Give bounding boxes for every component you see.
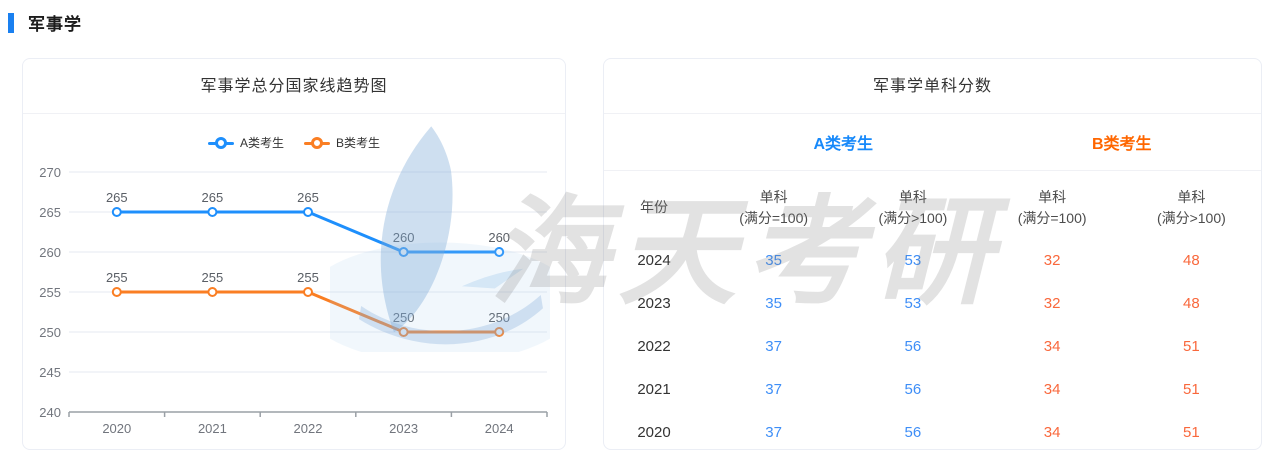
trend-chart: A类考生 B类考生 240 245 250 255 260 265 270 2020 2021 20… — [23, 114, 565, 449]
group-header-a: A类考生 — [704, 114, 983, 171]
score-table-panel: 军事学单科分数 A类考生 B类考生 年份 单科 (满分=100) 单科 (满分>100… — [603, 58, 1262, 450]
legend-item-a[interactable]: A类考生 — [207, 134, 284, 151]
y-axis-tick-label: 260 — [39, 245, 61, 260]
column-header-subject: 单科 (满分=100) — [739, 188, 809, 226]
table-row: 2021 37 56 34 51 — [604, 368, 1261, 411]
data-label: 260 — [488, 230, 510, 245]
score-cell: 34 — [1043, 337, 1061, 355]
score-cell: 51 — [1183, 423, 1200, 441]
content-panels: 军事学总分国家线趋势图 A类考生 B类考生 240 245 250 255 260 265 2… — [22, 58, 1262, 450]
legend-label: A类考生 — [239, 136, 284, 150]
data-label: 250 — [393, 310, 415, 325]
data-label: 265 — [106, 190, 128, 205]
score-cell: 56 — [904, 337, 922, 355]
data-point — [207, 287, 218, 297]
column-header-row: 年份 单科 (满分=100) 单科 (满分>100) 单科 (满分=100) 单科 (满分>1… — [604, 170, 1261, 239]
y-axis-tick-label: 245 — [39, 365, 61, 380]
score-cell: 37 — [765, 380, 782, 398]
legend-item-b[interactable]: B类考生 — [304, 134, 380, 151]
table-row: 2020 37 56 34 51 — [604, 411, 1261, 450]
data-point — [303, 207, 313, 217]
legend-line-marker-icon — [207, 136, 234, 149]
year-cell: 2023 — [637, 294, 671, 312]
score-cell: 35 — [765, 251, 782, 269]
score-cell: 37 — [765, 423, 782, 441]
data-label: 260 — [393, 230, 415, 245]
score-cell: 32 — [1043, 294, 1061, 312]
legend-line-marker-icon — [304, 136, 330, 149]
table-row: 2023 35 53 32 48 — [604, 282, 1261, 325]
data-label: 255 — [106, 270, 128, 285]
table-row: 2022 37 56 34 51 — [604, 325, 1261, 368]
trend-line-chart: 240 245 250 255 260 265 270 2020 2021 2022 2023 202… — [39, 165, 548, 436]
year-cell: 2022 — [637, 337, 671, 355]
year-cell: 2024 — [637, 251, 671, 269]
x-axis-tick-label: 2020 — [102, 421, 131, 436]
data-point — [303, 287, 313, 297]
score-cell: 32 — [1043, 251, 1061, 269]
group-header-row: A类考生 B类考生 — [604, 114, 1261, 171]
data-point — [494, 247, 505, 257]
score-cell: 56 — [904, 423, 922, 441]
x-axis-tick-label: 2021 — [198, 421, 227, 436]
column-header-subject: 单科 (满分>100) — [1156, 188, 1226, 226]
y-axis-tick-label: 240 — [39, 405, 61, 420]
column-header-subject: 单科 (满分=100) — [1017, 188, 1087, 226]
section-marker — [8, 12, 14, 33]
y-axis-tick-label: 270 — [39, 165, 61, 180]
data-label: 250 — [488, 310, 510, 325]
trend-chart-panel: 军事学总分国家线趋势图 A类考生 B类考生 240 245 250 255 260 265 2… — [22, 58, 566, 450]
score-cell: 51 — [1183, 337, 1200, 355]
page-header: 军事学 — [8, 10, 82, 35]
score-table: A类考生 B类考生 年份 单科 (满分=100) 单科 (满分>100) 单科 (满分=1… — [604, 114, 1261, 450]
series-line — [115, 290, 501, 334]
page-title: 军事学 — [28, 15, 82, 34]
score-cell: 56 — [904, 380, 922, 398]
score-cell: 35 — [765, 294, 782, 312]
x-axis-tick-label: 2022 — [294, 421, 323, 436]
data-point — [398, 327, 409, 337]
data-label: 265 — [297, 190, 319, 205]
group-header-b: B类考生 — [982, 114, 1261, 171]
data-label: 265 — [202, 190, 224, 205]
score-cell: 34 — [1043, 423, 1061, 441]
table-row: 2024 35 53 32 48 — [604, 239, 1261, 282]
score-cell: 53 — [904, 251, 922, 269]
score-cell: 37 — [765, 337, 782, 355]
data-point — [111, 207, 122, 217]
column-header-subject: 单科 (满分>100) — [878, 188, 948, 226]
x-axis-tick-label: 2024 — [485, 421, 514, 436]
score-cell: 48 — [1183, 251, 1200, 269]
x-axis-tick-label: 2023 — [389, 421, 418, 436]
data-point — [494, 327, 505, 337]
score-cell: 53 — [904, 294, 922, 312]
score-cell: 48 — [1183, 294, 1200, 312]
score-cell: 34 — [1043, 380, 1061, 398]
data-point — [207, 207, 218, 217]
trend-chart-title: 军事学总分国家线趋势图 — [23, 59, 565, 114]
legend-label: B类考生 — [336, 136, 381, 150]
group-header-spacer — [604, 114, 704, 171]
data-point — [398, 247, 409, 257]
data-label: 255 — [202, 270, 224, 285]
data-label: 255 — [297, 270, 319, 285]
chart-legend: A类考生 B类考生 — [23, 134, 565, 151]
y-axis-tick-label: 255 — [39, 285, 61, 300]
column-header-year: 年份 — [640, 199, 668, 215]
y-axis-tick-label: 265 — [39, 205, 61, 220]
data-point — [111, 287, 122, 297]
year-cell: 2020 — [637, 423, 671, 441]
series-line — [115, 210, 501, 254]
y-axis-tick-label: 250 — [39, 325, 61, 340]
score-cell: 51 — [1183, 380, 1200, 398]
score-table-title: 军事学单科分数 — [604, 59, 1261, 114]
year-cell: 2021 — [637, 380, 671, 398]
